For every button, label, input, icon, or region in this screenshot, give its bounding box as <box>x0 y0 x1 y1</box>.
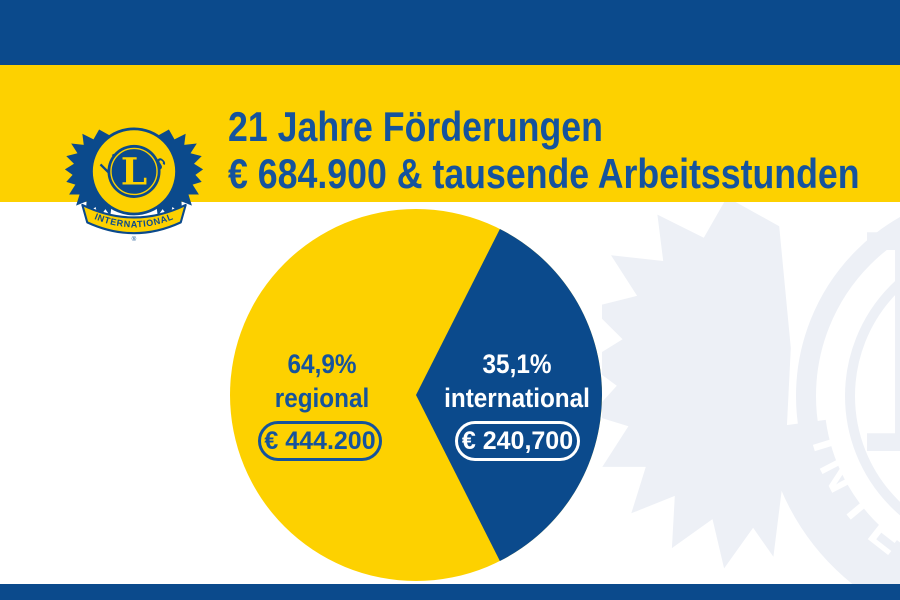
logo-inner-ring <box>110 147 158 196</box>
logo-center-letter: L <box>121 150 148 194</box>
watermark-inner-ring <box>845 276 900 516</box>
watermark-outer-ring <box>796 217 900 575</box>
pie-slice-international <box>416 229 602 561</box>
pie-chart <box>230 209 602 581</box>
logo-banner-ribbon <box>81 203 187 235</box>
international-percent-label: 35,1% <box>482 349 552 379</box>
title-line-1: 21 Jahre Förderungen <box>228 103 603 150</box>
regional-percent-label: 64,9% <box>287 349 357 379</box>
lions-logo-icon: LIONS L INTERNATIONAL ® <box>64 127 204 243</box>
regional-amount-badge: € 444.200 <box>258 421 382 461</box>
title-line-2: € 684.900 & tausende Arbeitsstunden <box>228 150 860 197</box>
watermark-lion-head-icon <box>602 197 791 569</box>
watermark-banner-ribbon <box>764 419 900 600</box>
regional-name-label: regional <box>274 383 370 413</box>
page-title: 21 Jahre Förderungen € 684.900 & tausend… <box>228 103 860 197</box>
international-amount-badge: € 240,700 <box>455 421 580 461</box>
logo-center-disc <box>107 144 161 198</box>
top-banner-bar <box>0 0 900 65</box>
watermark-center-letter: L <box>853 196 900 522</box>
international-name-label: international <box>444 383 590 413</box>
logo-registered-mark: ® <box>132 235 137 243</box>
bottom-banner-bar <box>0 584 900 600</box>
lions-watermark-icon: L INTERNATIONAL <box>602 196 900 600</box>
